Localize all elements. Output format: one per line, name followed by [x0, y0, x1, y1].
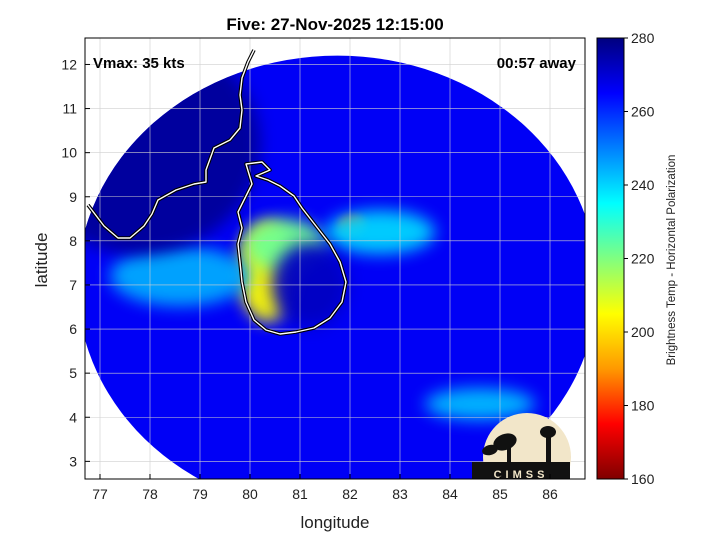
x-tick-label: 80: [242, 486, 258, 502]
y-tick-label: 7: [69, 277, 77, 293]
y-axis: 3 4 5 6 7 8 9 10 11 12: [61, 56, 90, 469]
colorbar-ticks: 160 180 200 220 240 260 280: [624, 30, 655, 487]
x-tick-label: 82: [342, 486, 358, 502]
colorbar-tick-label: 260: [631, 104, 655, 120]
colorbar-tick-label: 180: [631, 398, 655, 414]
chart-title: Five: 27-Nov-2025 12:15:00: [226, 15, 443, 34]
logo-tower-leg: [546, 436, 551, 464]
x-axis: 77 78 79 80 81 82 83 84 85 86: [92, 474, 558, 502]
logo-text: CIMSS: [494, 469, 549, 481]
y-tick-label: 10: [61, 145, 77, 161]
logo-small-dish: [482, 444, 498, 456]
x-tick-label: 79: [192, 486, 208, 502]
y-tick-label: 3: [69, 453, 77, 469]
colorbar-tick-label: 240: [631, 177, 655, 193]
y-tick-label: 6: [69, 321, 77, 337]
plot-frame: [84, 37, 586, 480]
colorbar-tick-label: 220: [631, 251, 655, 267]
x-tick-label: 77: [92, 486, 108, 502]
colorbar-tick-label: 200: [631, 324, 655, 340]
y-tick-label: 9: [69, 189, 77, 205]
colorbar: 160 180 200 220 240 260 280 Brightness Temp - …: [596, 30, 678, 487]
logo-building: [472, 462, 570, 479]
colorbar-tick-label: 160: [631, 471, 655, 487]
colorbar-label: Brightness Temp - Horizontal Polarizatio…: [666, 155, 678, 366]
time-away-label: 00:57 away: [497, 55, 577, 72]
y-tick-label: 11: [62, 101, 77, 117]
colorbar-fill: [596, 37, 625, 480]
y-tick-label: 12: [61, 56, 77, 72]
y-tick-label: 8: [69, 233, 77, 249]
x-tick-label: 84: [442, 486, 458, 502]
y-tick-label: 4: [69, 409, 77, 425]
x-tick-label: 85: [492, 486, 508, 502]
logo-dish-stand: [507, 446, 511, 464]
feature-northern-band: [325, 210, 435, 255]
plot-area: CIMSS Vmax: 35 kts 00:57 away: [84, 37, 586, 481]
logo-satellite-dish: [493, 433, 517, 451]
feature-western-band: [110, 246, 250, 307]
x-tick-label: 86: [542, 486, 558, 502]
x-tick-label: 78: [142, 486, 158, 502]
coastline-sri-lanka-inner: [237, 161, 347, 335]
x-axis-label: longitude: [300, 513, 369, 532]
x-tick-label: 83: [392, 486, 408, 502]
vmax-label: Vmax: 35 kts: [93, 55, 185, 72]
y-tick-label: 5: [69, 365, 77, 381]
coastline: [86, 49, 348, 336]
cimss-logo: CIMSS: [472, 413, 571, 481]
feature-southeast-band: [425, 388, 535, 421]
coastline-india-inner: [87, 49, 255, 239]
logo-water-tower: [540, 426, 556, 438]
x-tick-label: 81: [292, 486, 308, 502]
y-axis-label: latitude: [32, 233, 51, 288]
grid-lines: [85, 38, 585, 479]
colorbar-tick-label: 280: [631, 30, 655, 46]
